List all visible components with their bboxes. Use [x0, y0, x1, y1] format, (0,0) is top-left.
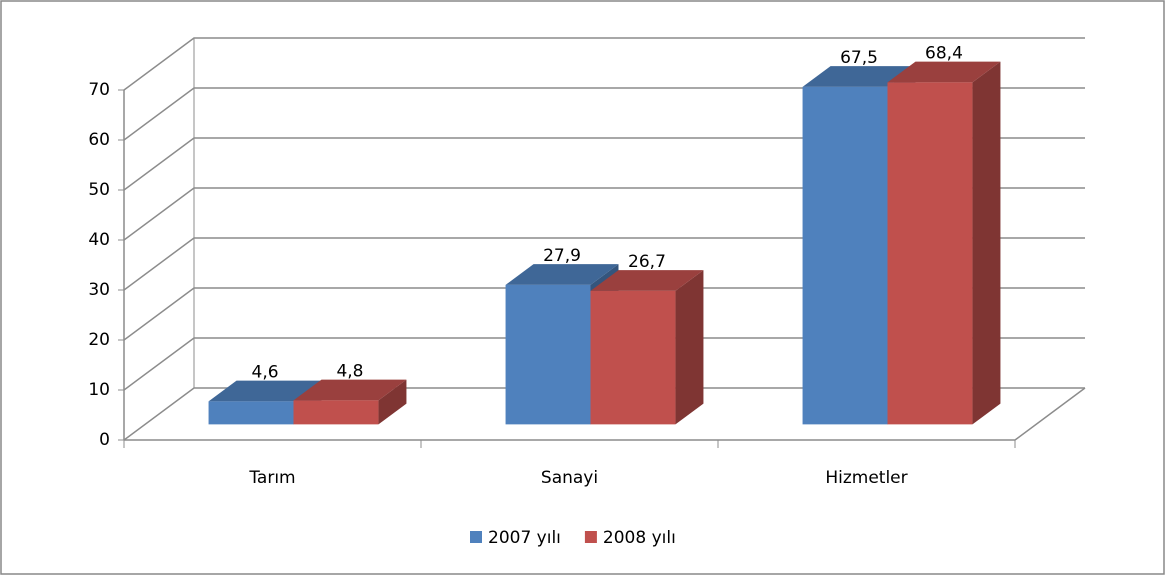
bar-top: [208, 380, 322, 402]
y-tick-label: 70: [88, 80, 110, 100]
x-tick-label: Hizmetler: [825, 468, 907, 488]
y-tick-label: 40: [88, 230, 110, 250]
y-tick-label: 10: [88, 380, 110, 400]
data-label: 4,6: [252, 363, 279, 383]
bar-side: [972, 61, 1001, 425]
data-label: 4,8: [336, 362, 363, 382]
grid-line: [123, 137, 1085, 191]
bar-front: [590, 290, 676, 425]
bar: [590, 270, 704, 425]
legend-label: 2007 yılı: [488, 528, 561, 548]
bar-front: [505, 284, 591, 425]
y-tick-label: 20: [88, 330, 110, 350]
y-tick-label: 50: [88, 180, 110, 200]
y-tick-label: 0: [99, 430, 110, 450]
grid-line: [123, 87, 1085, 141]
bar: [887, 61, 1001, 425]
bar-top: [293, 379, 407, 401]
bar-side: [675, 270, 704, 425]
bar-front: [802, 86, 888, 425]
bar-top: [505, 264, 619, 285]
bar-front: [887, 82, 973, 425]
data-label: 68,4: [925, 44, 963, 64]
x-tick-label: Sanayi: [541, 468, 598, 488]
grid-line: [123, 387, 1085, 441]
grid-line: [123, 237, 1085, 291]
data-label: 67,5: [840, 48, 878, 68]
grid-line: [123, 337, 1085, 391]
legend-label: 2008 yılı: [603, 528, 676, 548]
bar-top: [802, 66, 916, 87]
data-label: 27,9: [543, 246, 581, 266]
grid-line: [123, 287, 1085, 341]
bar-top: [590, 270, 704, 291]
bar-side: [378, 379, 407, 425]
bar-front: [208, 401, 294, 425]
y-tick-label: 30: [88, 280, 110, 300]
x-tick-label: Tarım: [248, 468, 295, 488]
legend-swatch: [584, 531, 597, 543]
legend-swatch: [470, 531, 482, 543]
y-tick-label: 60: [88, 130, 110, 150]
data-label: 26,7: [628, 252, 666, 272]
bar: [293, 379, 407, 425]
bar-top: [887, 61, 1001, 83]
grid-line: [123, 37, 1085, 91]
bar-front: [293, 400, 379, 425]
grid-line: [123, 187, 1085, 241]
